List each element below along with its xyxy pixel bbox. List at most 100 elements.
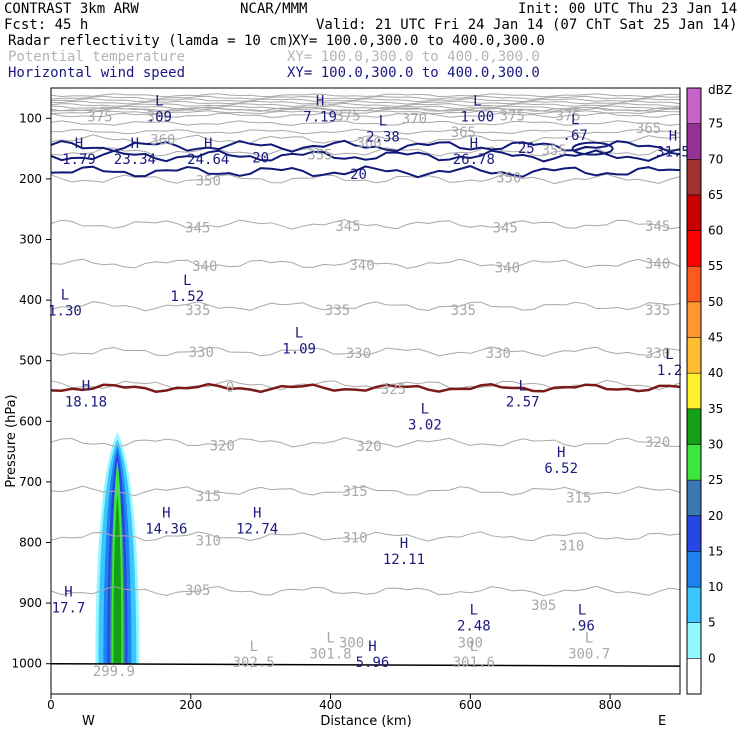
high-marker: H xyxy=(557,445,565,461)
y-tick-label: 700 xyxy=(19,475,42,489)
reflectivity-layer xyxy=(95,432,140,664)
theta-label: 345 xyxy=(645,219,670,235)
colorbar-swatch xyxy=(687,373,701,409)
colorbar-swatch xyxy=(687,301,701,338)
colorbar-swatch xyxy=(687,123,701,160)
x-tick-label: 200 xyxy=(179,698,202,712)
theta-contour-345 xyxy=(50,219,681,230)
y-tick-label: 500 xyxy=(19,354,42,368)
theta-label: 310 xyxy=(342,531,367,547)
extremum-value: 17.7 xyxy=(52,600,86,616)
theta-label: 300 xyxy=(458,635,483,651)
low-marker: L xyxy=(183,273,191,289)
field-wind-xy: XY= 100.0,300.0 to 400.0,300.0 xyxy=(287,65,540,81)
x-tick-label: 600 xyxy=(459,698,482,712)
high-marker: H xyxy=(470,136,478,152)
extremum-value: .09 xyxy=(147,109,172,125)
wind-isotach-core xyxy=(571,141,614,156)
field-theta-xy: XY= 100.0,300.0 to 400.0,300.0 xyxy=(287,49,540,65)
extremum-value: .67 xyxy=(563,128,588,144)
extremum-value: 1.09 xyxy=(282,342,316,358)
theta-contour-315 xyxy=(50,485,681,497)
colorbar-label: 5 xyxy=(708,616,716,630)
theta-contour-330 xyxy=(50,346,681,357)
theta-contour-350 xyxy=(50,173,681,185)
org-label: NCAR/MMM xyxy=(240,1,307,17)
theta-label: 360 xyxy=(150,133,175,149)
extremum-value: 7.19 xyxy=(303,109,337,125)
extremum-value: 1.79 xyxy=(62,152,96,168)
colorbar-label: 55 xyxy=(708,259,723,273)
theta-contour-325 xyxy=(50,379,681,391)
low-marker: L xyxy=(519,378,527,394)
colorbar-label: 20 xyxy=(708,509,723,523)
extremum-value: 301.6 xyxy=(453,655,495,671)
low-marker: L xyxy=(249,639,257,655)
high-marker: H xyxy=(82,378,90,394)
freezing-level: 0 xyxy=(50,380,681,396)
theta-contours xyxy=(50,93,681,597)
high-marker: H xyxy=(368,639,376,655)
extremum-value: .96 xyxy=(570,618,595,634)
field-wind-name: Horizontal wind speed xyxy=(8,65,185,81)
low-marker: L xyxy=(326,630,334,646)
theta-label: 320 xyxy=(356,439,381,455)
low-marker: L xyxy=(473,93,481,109)
y-tick-label: 800 xyxy=(19,536,42,550)
extremum-value: 26.78 xyxy=(453,152,495,168)
theta-label: 340 xyxy=(349,258,374,274)
extremum-value: 31.5 xyxy=(656,145,690,161)
contour-labels: 375 380 375 370 375 375 365 365 360 360 355 355 350 3… xyxy=(48,93,690,679)
field-theta-name: Potential temperature xyxy=(8,49,185,65)
theta-contour-305 xyxy=(50,585,681,597)
high-marker: H xyxy=(131,136,139,152)
theta-label: 365 xyxy=(636,121,661,137)
init-time: Init: 00 UTC Thu 23 Jan 14 xyxy=(518,1,737,17)
theta-label: 300 xyxy=(339,635,364,651)
colorbar-label: 70 xyxy=(708,152,723,166)
colorbar-swatch xyxy=(687,622,701,659)
theta-label: 375 xyxy=(500,108,525,124)
colorbar-label: 65 xyxy=(708,188,723,202)
low-marker: L xyxy=(578,602,586,618)
valid-time: Valid: 21 UTC Fri 24 Jan 14 (07 ChT Sat … xyxy=(316,17,737,33)
freezing-level-line xyxy=(50,382,681,394)
extremum-value: 12.11 xyxy=(383,552,425,568)
x-axis-east-label: E xyxy=(658,714,666,729)
theta-contour-310 xyxy=(50,531,681,542)
colorbar-label: 15 xyxy=(708,544,723,558)
theta-label: 340 xyxy=(495,260,520,276)
theta-label: 350 xyxy=(196,174,221,190)
theta-label: 335 xyxy=(451,303,476,319)
wind-isotach-20 xyxy=(50,149,681,163)
low-marker: L xyxy=(379,113,387,129)
theta-contour-335 xyxy=(50,301,681,312)
x-axis-label: Distance (km) xyxy=(320,714,411,729)
theta-label: 315 xyxy=(342,484,367,500)
colorbar-swatch xyxy=(687,515,701,552)
ground-line xyxy=(50,662,681,667)
theta-label: 335 xyxy=(185,303,210,319)
y-tick-label: 300 xyxy=(19,233,42,247)
theta-label: 375 xyxy=(556,108,581,124)
extremum-value: 23.34 xyxy=(114,152,156,168)
extremum-value: 14.36 xyxy=(145,522,187,538)
y-axis-label: Pressure (hPa) xyxy=(4,394,19,487)
theta-label: 340 xyxy=(645,257,670,273)
x-tick-label: 800 xyxy=(599,698,622,712)
theta-label: 310 xyxy=(559,539,584,555)
colorbar-label: 35 xyxy=(708,402,723,416)
theta-label: 320 xyxy=(645,435,670,451)
theta-label: 330 xyxy=(189,345,214,361)
theta-contour-375 xyxy=(50,112,681,119)
high-marker: H xyxy=(204,136,212,152)
wind-label: 20 xyxy=(350,167,367,183)
theta-label: 335 xyxy=(645,303,670,319)
colorbar-swatch xyxy=(687,337,701,374)
extremum-value: 1.2 xyxy=(657,363,682,379)
low-marker: L xyxy=(470,602,478,618)
theta-label: 380 xyxy=(147,109,172,125)
low-marker: L xyxy=(421,401,429,417)
theta-contour-upper xyxy=(50,110,681,115)
